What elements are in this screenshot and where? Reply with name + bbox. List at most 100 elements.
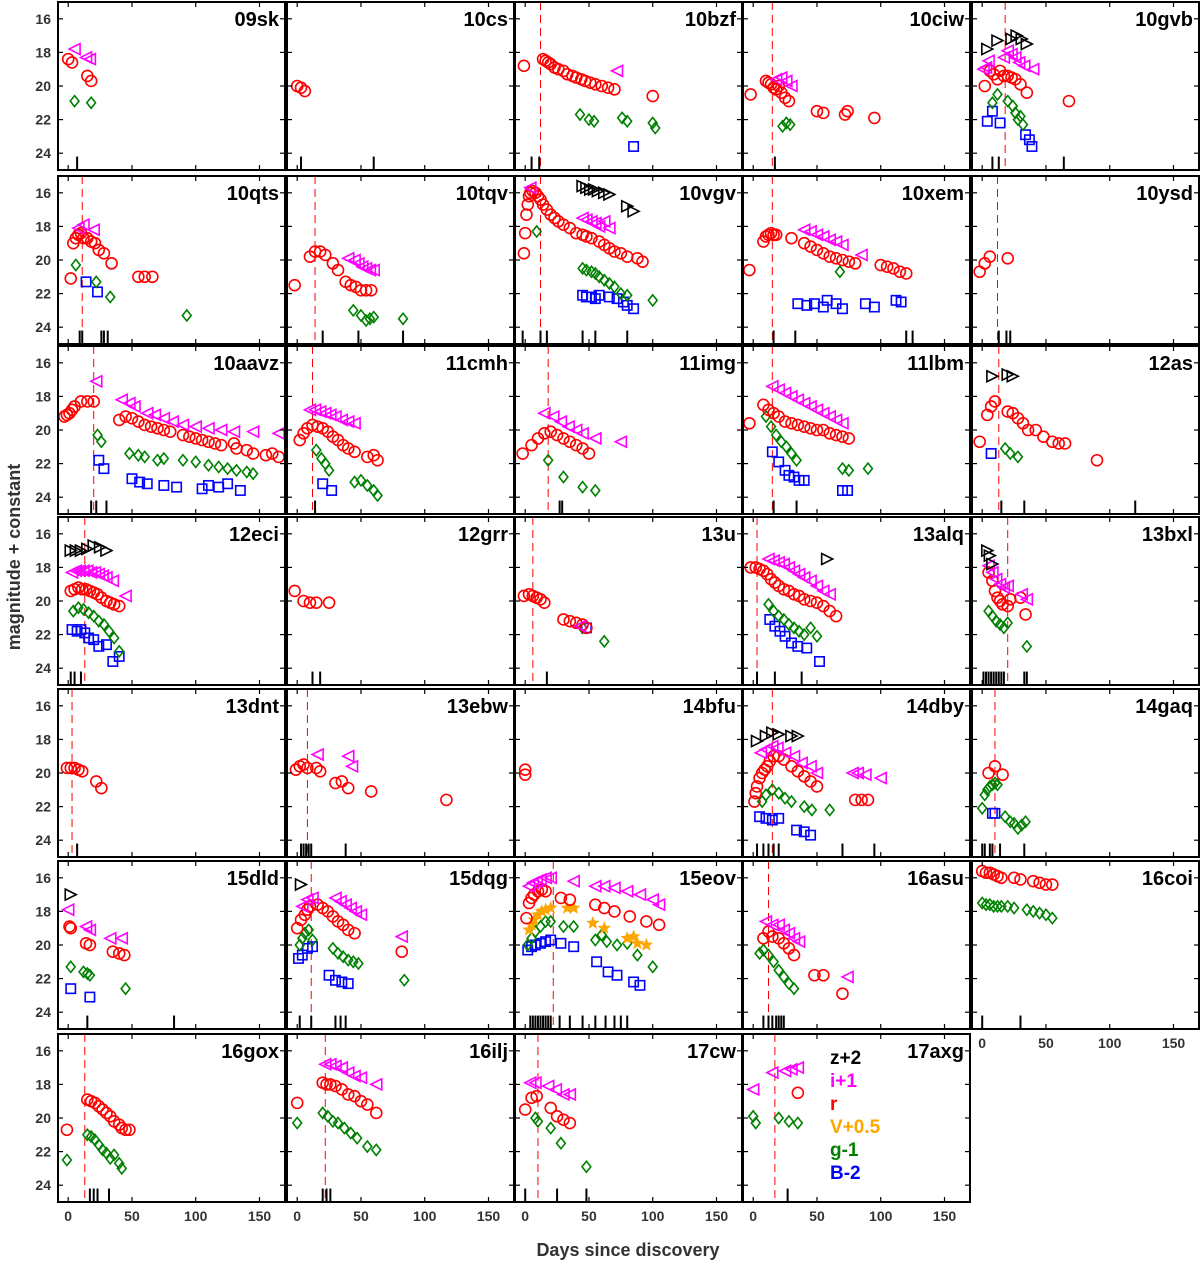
- plot-area: [973, 176, 1015, 344]
- datapoint-g: [181, 308, 193, 323]
- datapoint-r: [359, 283, 373, 297]
- datapoint-g: [611, 938, 623, 952]
- datapoint-r: [589, 78, 602, 91]
- panel-14dby: 14dby: [742, 688, 971, 858]
- datapoint-r: [842, 432, 856, 445]
- datapoint-z: [620, 199, 635, 214]
- plot-area: [744, 2, 881, 170]
- datapoint-i: [790, 392, 805, 407]
- datapoint-z: [791, 729, 806, 743]
- datapoint-B: [792, 640, 804, 652]
- datapoint-r: [646, 89, 660, 103]
- x-tick-label: 100: [1098, 1035, 1122, 1051]
- datapoint-i: [1019, 592, 1034, 607]
- panel-10tqv: 10tqv: [286, 175, 515, 345]
- datapoint-r: [1039, 878, 1053, 891]
- panel-16ilj: 0 50 100 150 16ilj: [286, 1033, 515, 1224]
- datapoint-g: [788, 621, 800, 635]
- datapoint-r: [63, 920, 76, 933]
- datapoint-B: [317, 478, 329, 490]
- datapoint-r: [132, 415, 145, 428]
- datapoint-g: [792, 1116, 804, 1130]
- panel-11lbm: 11lbm: [742, 345, 971, 515]
- datapoint-z: [983, 548, 998, 563]
- datapoint-g: [98, 617, 110, 632]
- datapoint-r: [91, 587, 104, 601]
- datapoint-g: [104, 290, 116, 304]
- x-tick-label: 50: [124, 1208, 140, 1224]
- datapoint-r: [996, 768, 1009, 781]
- panel-13ebw: 13ebw: [286, 688, 515, 858]
- panels-grid: 16 18 20 22 24 09sk 10cs 10bzf 10ciw 10gvb 16 18 20 2…: [35, 1, 1200, 1224]
- datapoint-i: [988, 572, 1003, 586]
- datapoint-r: [151, 422, 164, 435]
- datapoint-g: [598, 273, 610, 287]
- datapoint-B: [591, 956, 603, 968]
- datapoint-g: [596, 928, 608, 942]
- datapoint-g: [577, 480, 589, 494]
- panel-17axg: 0 50 100 150 17axg: [742, 1033, 971, 1224]
- datapoint-B: [766, 814, 778, 826]
- y-tick-label: 22: [35, 286, 51, 302]
- datapoint-B: [589, 293, 601, 305]
- datapoint-i: [1014, 587, 1029, 602]
- datapoint-g: [788, 981, 800, 996]
- datapoint-i: [835, 238, 849, 252]
- y-tick-label: 16: [35, 355, 51, 371]
- datapoint-g: [542, 453, 554, 468]
- datapoint-r: [100, 1106, 113, 1120]
- datapoint-r: [294, 81, 308, 94]
- panel-name: 11img: [679, 353, 736, 375]
- datapoint-r: [1062, 94, 1076, 108]
- datapoint-r: [1046, 878, 1059, 891]
- datapoint-z: [100, 543, 114, 558]
- datapoint-g: [70, 258, 82, 272]
- datapoint-g: [773, 1111, 785, 1125]
- datapoint-B: [602, 966, 614, 978]
- datapoint-r: [988, 395, 1002, 408]
- panel-12eci: 16 18 20 22 24 12eci: [35, 516, 286, 686]
- panel-name: 11lbm: [907, 353, 964, 375]
- x-tick-label: 150: [248, 1208, 272, 1224]
- panel-10vgv: 10vgv: [514, 175, 743, 345]
- panel-12as: 12as: [971, 345, 1200, 515]
- datapoint-i: [310, 747, 324, 762]
- datapoint-r: [791, 418, 805, 432]
- datapoint-g: [338, 1121, 350, 1135]
- plot-area: [976, 689, 1031, 857]
- x-tick-label: 150: [1162, 1035, 1186, 1051]
- datapoint-z: [772, 727, 786, 742]
- plot-area: [975, 864, 1059, 1029]
- datapoint-V: [585, 915, 600, 930]
- plot-area: [973, 346, 1137, 514]
- datapoint-g: [317, 1106, 329, 1120]
- y-tick-label: 22: [35, 971, 51, 987]
- datapoint-r: [318, 248, 332, 262]
- datapoint-B: [113, 650, 125, 662]
- datapoint-g: [615, 286, 627, 301]
- datapoint-g: [609, 280, 620, 294]
- datapoint-B: [628, 976, 640, 988]
- datapoint-g: [1027, 904, 1039, 919]
- panel-17cw: 0 50 100 150 17cw: [514, 1033, 743, 1224]
- datapoint-i: [368, 1077, 383, 1092]
- datapoint-g: [593, 270, 605, 284]
- datapoint-r: [119, 410, 132, 423]
- datapoint-r: [993, 594, 1007, 608]
- datapoint-g: [222, 461, 234, 476]
- datapoint-i: [523, 1075, 537, 1090]
- y-tick-label: 16: [35, 1043, 51, 1059]
- datapoint-r: [60, 1123, 74, 1137]
- datapoint-r: [557, 432, 570, 445]
- datapoint-z: [1006, 369, 1021, 384]
- datapoint-g: [85, 96, 97, 110]
- datapoint-i: [809, 579, 824, 593]
- datapoint-B: [842, 485, 854, 496]
- y-tick-label: 20: [35, 252, 51, 268]
- datapoint-g: [580, 1159, 592, 1174]
- datapoint-i: [394, 929, 409, 944]
- datapoint-B: [234, 485, 246, 496]
- datapoint-r: [557, 218, 570, 232]
- datapoint-B: [75, 624, 87, 636]
- datapoint-r: [144, 420, 158, 433]
